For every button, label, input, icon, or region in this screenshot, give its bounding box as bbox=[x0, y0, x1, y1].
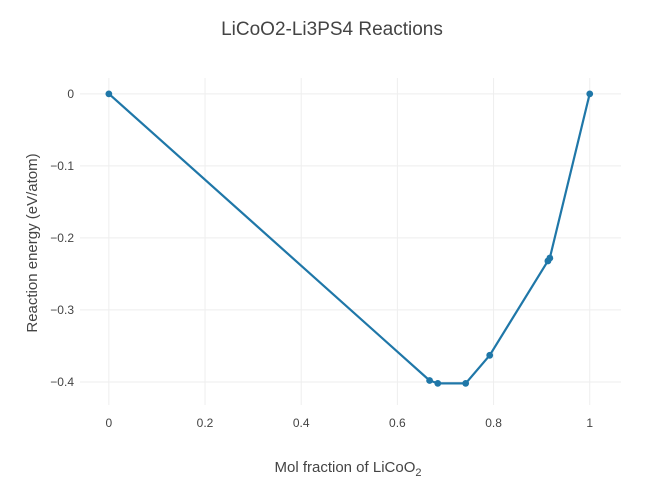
data-point[interactable] bbox=[434, 379, 442, 387]
series-layer bbox=[105, 90, 594, 387]
x-tick-label: 0.8 bbox=[485, 416, 502, 430]
grid-lines bbox=[80, 78, 621, 405]
tick-labels: 0 0.2 0.4 0.6 0.8 1 0 −0.1 −0.2 −0.3 −0.4 bbox=[50, 87, 593, 430]
data-point[interactable] bbox=[105, 90, 113, 98]
x-tick-label: 0.4 bbox=[293, 416, 310, 430]
data-point[interactable] bbox=[486, 351, 494, 359]
chart-title: LiCoO2-Li3PS4 Reactions bbox=[221, 19, 443, 40]
data-point[interactable] bbox=[426, 377, 434, 384]
x-axis-label-subscript: 2 bbox=[415, 467, 421, 479]
x-axis-label-main: Mol fraction of LiCoO bbox=[274, 459, 415, 476]
x-tick-label: 0.2 bbox=[197, 416, 214, 430]
x-tick-label: 0 bbox=[106, 416, 113, 430]
y-tick-label: 0 bbox=[67, 87, 74, 101]
data-point[interactable] bbox=[586, 90, 594, 98]
series-line bbox=[108, 92, 591, 385]
x-axis-label: Mol fraction of LiCoO2 bbox=[274, 459, 421, 479]
y-tick-label: −0.1 bbox=[50, 159, 74, 173]
data-point[interactable] bbox=[546, 254, 554, 262]
x-tick-label: 0.6 bbox=[389, 416, 406, 430]
y-tick-label: −0.2 bbox=[50, 231, 74, 245]
x-tick-label: 1 bbox=[586, 416, 593, 430]
data-point[interactable] bbox=[462, 379, 470, 387]
y-tick-label: −0.4 bbox=[50, 375, 74, 389]
y-axis-label: Reaction energy (eV/atom) bbox=[24, 153, 41, 332]
y-tick-label: −0.3 bbox=[50, 303, 74, 317]
